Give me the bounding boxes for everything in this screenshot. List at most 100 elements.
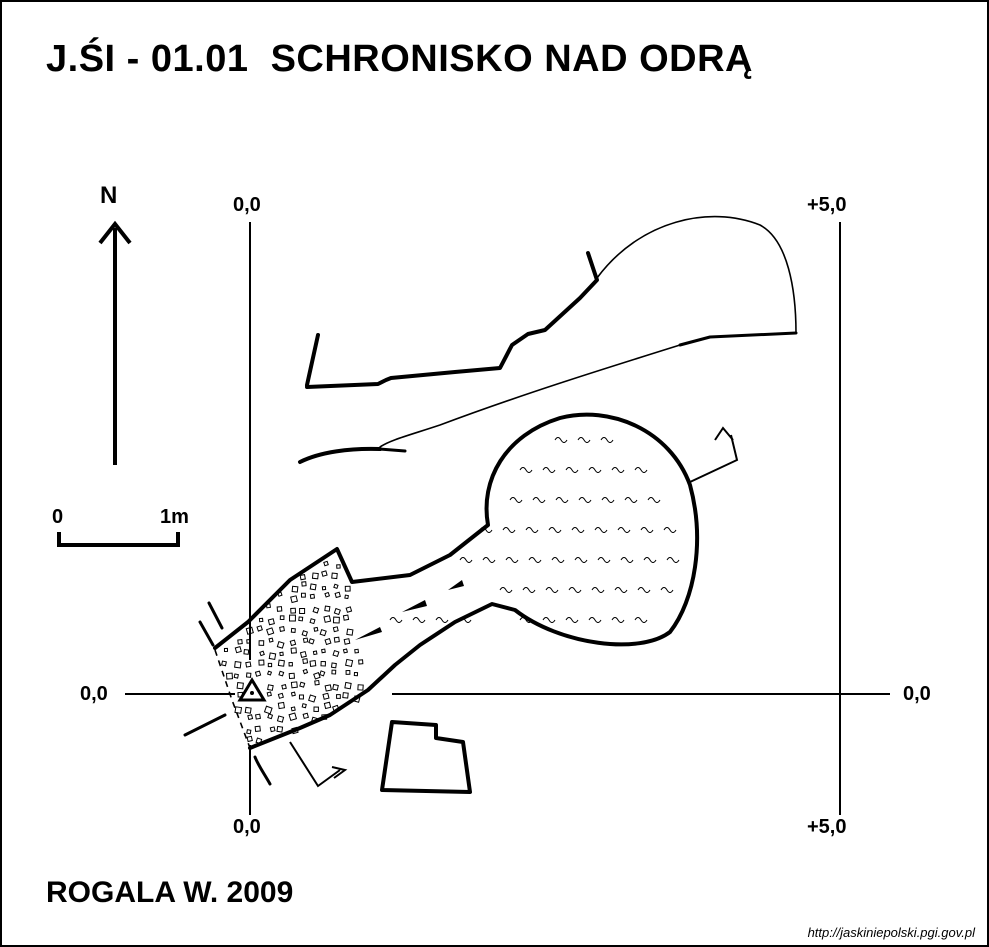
- rubble-stone: [263, 705, 273, 715]
- water-wave-mark: [634, 467, 648, 473]
- rubble-stone: [324, 605, 331, 612]
- water-wave-mark: [597, 557, 611, 563]
- water-wave-mark: [565, 467, 579, 473]
- rubble-stone: [299, 574, 306, 581]
- rubble-stone: [267, 684, 274, 691]
- rubble-stone: [342, 692, 349, 699]
- rubble-stone: [256, 625, 263, 632]
- water-wave-mark: [578, 497, 592, 503]
- rubble-stone: [265, 603, 271, 609]
- water-wave-mark: [594, 527, 608, 533]
- rubble-stone: [344, 585, 351, 592]
- rubble-stone: [309, 593, 316, 599]
- water-wave-mark: [568, 587, 582, 593]
- rubble-stone: [312, 650, 318, 656]
- rubble-stone: [302, 712, 309, 720]
- rubble-stone: [312, 606, 320, 614]
- water-wave-mark: [555, 497, 569, 503]
- rubble-stone: [298, 616, 304, 622]
- water-wave-mark: [640, 527, 654, 533]
- rubble-stone: [332, 616, 340, 624]
- rubble-stone: [331, 572, 338, 580]
- map-title: J.ŚI - 01.01 SCHRONISKO NAD ODRĄ: [46, 38, 753, 80]
- rubble-stone: [226, 672, 233, 680]
- rubble-stone: [313, 672, 321, 680]
- rubble-stone: [255, 713, 261, 720]
- water-wave-mark: [637, 587, 651, 593]
- rubble-stone: [313, 706, 319, 713]
- water-wave-mark: [525, 527, 539, 533]
- rubble-stone: [288, 672, 295, 680]
- rubble-stone: [332, 704, 340, 713]
- rubble-stone: [277, 701, 286, 710]
- rubble-stone: [288, 662, 293, 667]
- rubble-stone: [298, 694, 304, 700]
- rubble-stone: [278, 670, 285, 677]
- rubble-stone: [289, 639, 297, 647]
- rubble-stone: [357, 684, 364, 691]
- water-wave-mark: [591, 587, 605, 593]
- grid-label-bottom-right: +5,0: [807, 816, 847, 838]
- water-wave-mark: [412, 617, 426, 623]
- scale-end-label: 1m: [160, 506, 189, 528]
- water-wave-mark: [565, 617, 579, 623]
- rubble-stone: [302, 658, 309, 665]
- rubble-stone: [221, 660, 227, 667]
- rubble-stone: [322, 692, 330, 700]
- rubble-stone: [309, 618, 316, 625]
- rubble-stone: [311, 716, 318, 724]
- rubble-stone: [290, 647, 297, 654]
- rubble-stone: [321, 648, 326, 654]
- grid-label-top-left: 0,0: [233, 194, 261, 216]
- scale-start-label: 0: [52, 506, 64, 528]
- rubble-stone: [320, 660, 326, 667]
- rubble-stone: [342, 614, 350, 621]
- rubble-stone: [354, 648, 360, 654]
- water-wave-mark: [600, 437, 614, 443]
- rubble-stone: [336, 564, 341, 569]
- water-wave-mark: [548, 527, 562, 533]
- rubble-stone: [277, 692, 284, 699]
- rubble-stone: [309, 660, 317, 667]
- inclined-arrows: [289, 426, 739, 788]
- rubble-stone: [244, 706, 252, 714]
- water-wave-mark: [499, 587, 513, 593]
- rubble-stone: [313, 626, 319, 632]
- rubble-stone: [333, 607, 341, 616]
- rubble-stone: [323, 615, 332, 623]
- rubble-stone: [236, 681, 244, 690]
- rock-block-outline: [380, 720, 472, 794]
- rubble-stone: [321, 585, 327, 591]
- water-wave-mark: [611, 617, 625, 623]
- rubble-stone: [223, 647, 228, 652]
- rubble-stone: [334, 591, 341, 599]
- water-wave-mark: [482, 557, 496, 563]
- rubble-stone: [324, 684, 332, 692]
- water-wave-fill: [389, 437, 680, 623]
- rubble-stone: [266, 627, 275, 636]
- rubble-stone: [330, 662, 337, 669]
- rubble-stone: [258, 659, 265, 666]
- water-wave-mark: [614, 587, 628, 593]
- water-wave-mark: [522, 587, 536, 593]
- rubble-stone: [314, 679, 320, 686]
- rubble-stone: [302, 637, 309, 643]
- rubble-stone: [267, 662, 273, 668]
- rubble-stone: [279, 651, 284, 657]
- rubble-stone: [324, 638, 332, 646]
- rubble-stone: [234, 646, 242, 654]
- rubble-stone: [254, 725, 261, 732]
- water-wave-mark: [663, 527, 677, 533]
- rubble-stone: [281, 684, 287, 690]
- rubble-stone: [234, 706, 243, 714]
- water-wave-mark: [577, 437, 591, 443]
- rubble-stone: [289, 614, 296, 622]
- rubble-stone: [358, 659, 364, 665]
- rubble-stone: [290, 607, 297, 614]
- water-wave-mark: [617, 527, 631, 533]
- rubble-stone: [233, 673, 239, 679]
- rubble-stone: [276, 725, 284, 733]
- rubble-stone: [268, 637, 274, 643]
- rubble-stone: [308, 694, 317, 703]
